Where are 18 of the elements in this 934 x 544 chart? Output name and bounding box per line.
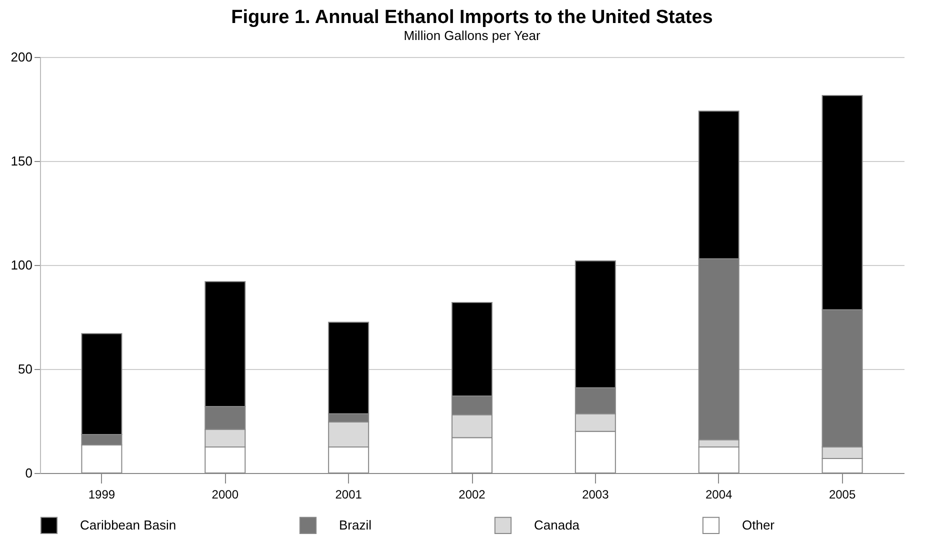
y-tick-label: 150 — [10, 154, 32, 168]
x-tick-label: 2002 — [458, 488, 486, 502]
x-tick-label: 2000 — [212, 488, 239, 502]
y-tick-label: 0 — [25, 466, 32, 480]
chart-subtitle: Million Gallons per Year — [404, 28, 541, 43]
chart-title: Figure 1. Annual Ethanol Imports to the United States — [231, 7, 713, 28]
x-tick-label: 2004 — [706, 488, 733, 502]
x-tick-label: 2001 — [335, 488, 362, 502]
legend-label: Other — [742, 517, 776, 532]
legend-label: Canada — [534, 517, 580, 532]
y-tick-label: 100 — [10, 258, 32, 272]
x-tick-label: 1999 — [88, 488, 116, 502]
legend-label: Brazil — [339, 517, 372, 532]
y-tick-label: 50 — [18, 362, 32, 376]
x-tick-label: 2005 — [828, 488, 856, 502]
x-tick-label: 2003 — [582, 488, 610, 502]
y-tick-label: 200 — [10, 50, 32, 64]
legend-label: Caribbean Basin — [80, 517, 176, 532]
